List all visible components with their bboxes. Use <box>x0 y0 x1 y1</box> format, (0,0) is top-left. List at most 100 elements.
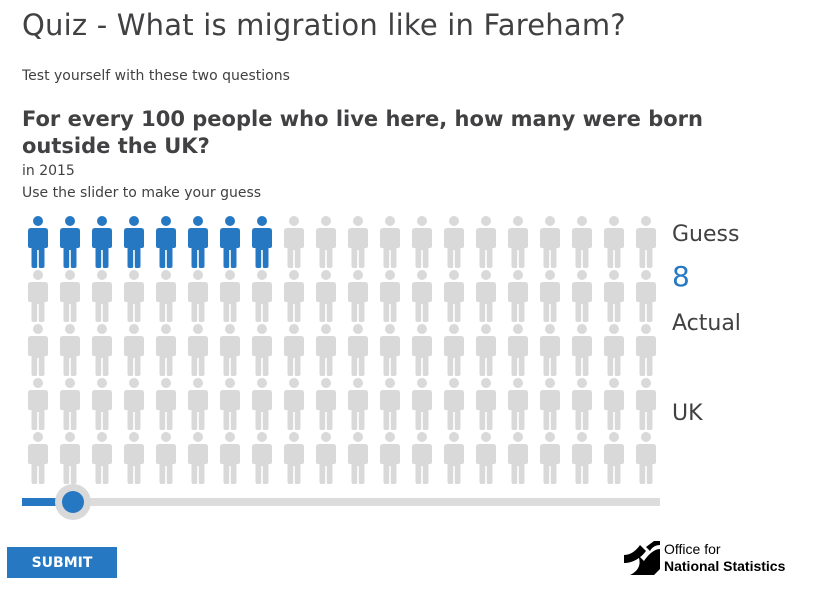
person-icon <box>502 324 534 378</box>
person-icon <box>22 432 54 486</box>
person-icon <box>310 270 342 324</box>
person-icon <box>182 216 214 270</box>
person-icon <box>246 216 278 270</box>
person-icon <box>630 324 662 378</box>
person-icon <box>214 270 246 324</box>
person-icon <box>182 432 214 486</box>
person-icon <box>470 432 502 486</box>
person-icon <box>566 324 598 378</box>
person-icon <box>534 378 566 432</box>
person-icon <box>342 432 374 486</box>
person-icon <box>630 270 662 324</box>
person-icon <box>246 378 278 432</box>
guess-slider[interactable] <box>22 484 660 522</box>
person-icon <box>86 270 118 324</box>
person-icon <box>566 216 598 270</box>
person-icon <box>182 270 214 324</box>
person-icon <box>54 216 86 270</box>
slider-handle[interactable] <box>55 484 92 520</box>
guess-value: 8 <box>672 260 690 293</box>
person-icon <box>438 432 470 486</box>
ons-logo: Office for National Statistics <box>624 541 785 575</box>
page-subtitle: Test yourself with these two questions <box>22 68 290 84</box>
person-icon <box>534 216 566 270</box>
person-icon <box>406 378 438 432</box>
person-icon <box>246 432 278 486</box>
person-icon <box>374 216 406 270</box>
person-icon <box>470 378 502 432</box>
person-icon <box>566 432 598 486</box>
person-icon <box>374 378 406 432</box>
person-icon <box>342 216 374 270</box>
person-icon <box>598 432 630 486</box>
ons-logo-icon <box>624 541 660 575</box>
ons-logo-line1: Office for <box>664 541 721 557</box>
person-icon <box>438 324 470 378</box>
question-instruction: Use the slider to make your guess <box>22 185 262 201</box>
person-icon <box>534 270 566 324</box>
person-icon <box>310 324 342 378</box>
person-icon <box>22 324 54 378</box>
person-icon <box>118 216 150 270</box>
person-icon <box>22 270 54 324</box>
person-icon <box>502 216 534 270</box>
person-icon <box>182 324 214 378</box>
person-icon <box>406 324 438 378</box>
person-icon <box>86 378 118 432</box>
person-icon <box>598 216 630 270</box>
person-icon <box>374 432 406 486</box>
person-icon <box>22 378 54 432</box>
person-icon <box>118 270 150 324</box>
person-icon <box>406 216 438 270</box>
person-icon <box>502 432 534 486</box>
person-icon <box>150 270 182 324</box>
actual-label: Actual <box>672 311 741 336</box>
person-icon <box>342 270 374 324</box>
person-icon <box>374 270 406 324</box>
person-icon <box>54 324 86 378</box>
person-icon <box>406 270 438 324</box>
page-title: Quiz - What is migration like in Fareham… <box>22 8 626 42</box>
slider-track[interactable] <box>22 498 660 506</box>
person-icon <box>150 216 182 270</box>
person-icon <box>278 324 310 378</box>
uk-label: UK <box>672 401 703 426</box>
person-icon <box>150 324 182 378</box>
person-icon <box>566 270 598 324</box>
question-text: For every 100 people who live here, how … <box>22 107 703 158</box>
person-icon <box>310 432 342 486</box>
person-icon <box>310 216 342 270</box>
person-icon <box>630 432 662 486</box>
person-icon <box>566 378 598 432</box>
person-icon <box>470 216 502 270</box>
pictogram-grid <box>22 216 662 486</box>
person-icon <box>630 216 662 270</box>
person-icon <box>54 270 86 324</box>
person-icon <box>22 216 54 270</box>
person-icon <box>342 378 374 432</box>
person-icon <box>438 270 470 324</box>
person-icon <box>86 324 118 378</box>
person-icon <box>214 432 246 486</box>
person-icon <box>598 378 630 432</box>
person-icon <box>214 378 246 432</box>
person-icon <box>278 378 310 432</box>
person-icon <box>502 378 534 432</box>
person-icon <box>246 270 278 324</box>
person-icon <box>214 216 246 270</box>
person-icon <box>214 324 246 378</box>
person-icon <box>470 270 502 324</box>
question-year: in 2015 <box>22 163 75 179</box>
person-icon <box>54 432 86 486</box>
submit-button[interactable]: SUBMIT <box>7 547 117 578</box>
person-icon <box>118 324 150 378</box>
person-icon <box>374 324 406 378</box>
person-icon <box>54 378 86 432</box>
person-icon <box>86 216 118 270</box>
ons-logo-line2: National Statistics <box>664 558 786 574</box>
person-icon <box>630 378 662 432</box>
guess-label: Guess <box>672 222 740 247</box>
person-icon <box>534 432 566 486</box>
person-icon <box>438 378 470 432</box>
person-icon <box>310 378 342 432</box>
